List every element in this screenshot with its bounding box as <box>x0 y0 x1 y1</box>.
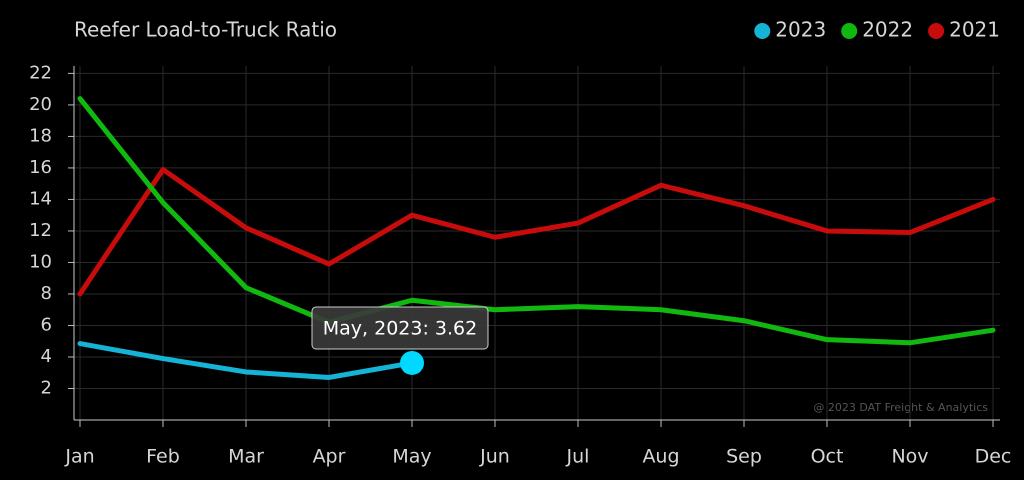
series-line <box>77 96 996 346</box>
legend-label: 2022 <box>862 18 913 42</box>
tooltip: May, 2023: 3.62 <box>311 306 489 350</box>
x-tick-label: Feb <box>146 446 180 468</box>
legend: 2021 2022 2023 <box>754 18 1000 42</box>
x-tick-label: Sep <box>726 446 762 468</box>
y-tick-label: 22 <box>29 62 52 83</box>
y-tick-label: 10 <box>29 251 52 272</box>
x-tick-label: Apr <box>313 446 346 468</box>
y-tick-label: 2 <box>41 377 52 398</box>
x-tick-label: Aug <box>642 446 679 468</box>
legend-swatch <box>928 23 945 39</box>
y-tick-label: 8 <box>41 283 52 304</box>
highlight-point <box>400 350 424 375</box>
series-line <box>77 167 996 297</box>
credit: @ 2023 DAT Freight & Analytics <box>813 401 988 414</box>
tooltip-box <box>311 306 489 350</box>
x-tick-label: Dec <box>975 446 1012 468</box>
y-tick-label: 4 <box>41 346 52 367</box>
x-tick-label: Nov <box>891 446 928 468</box>
x-tick-label: Jan <box>64 446 94 468</box>
x-tick-label: Jun <box>479 446 510 468</box>
y-tick-label: 16 <box>29 157 52 178</box>
y-tick-label: 20 <box>29 94 52 115</box>
tooltip-text: May, 2023: 3.62 <box>323 317 477 339</box>
x-tick-label: May <box>392 446 431 468</box>
y-tick-label: 6 <box>41 314 52 335</box>
y-tick-label: 12 <box>29 220 52 241</box>
x-tick-label: Oct <box>811 446 844 468</box>
x-tick-label: Jul <box>566 446 590 468</box>
y-tick-label: 18 <box>29 125 52 146</box>
series-line <box>77 341 415 380</box>
chart-title: Reefer Load-to-Truck Ratio <box>74 18 337 42</box>
legend-swatch <box>841 23 858 39</box>
y-tick-label: 14 <box>29 188 52 209</box>
legend-label: 2023 <box>775 18 826 42</box>
legend-swatch <box>754 23 771 39</box>
x-tick-label: Mar <box>228 446 264 468</box>
legend-label: 2021 <box>949 18 1000 42</box>
